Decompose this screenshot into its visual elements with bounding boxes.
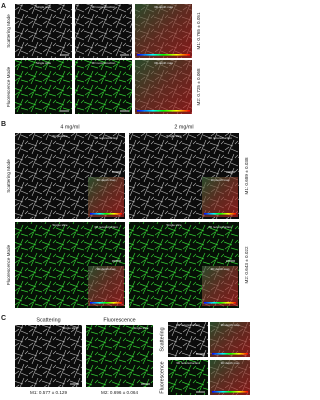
image-label: 3D depth map [97,178,116,182]
micrograph [75,60,132,114]
depth-overlay [135,4,192,58]
micrograph [88,135,124,175]
image-label: 3D reconstruction [208,225,232,229]
micrograph [15,60,72,114]
row-label: Fluorescence Mode [6,244,11,285]
micrograph [202,224,238,264]
column-header: 4 mg/ml [60,124,79,130]
row-label: Scattering [159,327,165,351]
image-label: 3D depth map [211,178,230,182]
panel-letter: A [1,3,6,10]
image-label: 3D reconstruction [92,61,116,65]
depth-overlay [135,60,192,114]
metric: M2: 0.643 ± 0.022 [244,246,249,283]
metric: M1: 0.689 ± 0.038 [244,157,249,194]
image-label: 3D reconstruction [92,5,116,9]
image-label: Single slice [52,134,68,138]
colorbar [212,353,248,355]
panel-letter: B [1,121,6,128]
micrograph [88,224,124,264]
metric: M2: 0.725 ± 0.068 [196,68,201,105]
image-label: Single slice [36,61,52,65]
image-label: 3D depth map [154,61,173,65]
image-label: 3D depth map [154,5,173,9]
colorbar [137,54,190,56]
metric: M1: 0.577 ± 0.129 [30,390,67,395]
image-label: 3D depth map [97,267,116,271]
image-label: 3D depth map [221,323,240,327]
colorbar [90,302,122,304]
row-label: Scattering Mode [6,159,11,193]
column-header: Fluorescence [103,317,135,323]
image-label: Single slice [62,326,78,330]
row-label: Fluorescence Mode [6,66,11,107]
row-label: Fluorescence [159,361,165,393]
micrograph [75,4,132,58]
image-label: 3D depth map [211,267,230,271]
micrograph [15,4,72,58]
image-label: 3D reconstruction [208,136,232,140]
image-label: Single slice [133,326,149,330]
metric: M1: 0.765 ± 0.051 [196,12,201,49]
depth-overlay [88,266,124,306]
micrograph [86,325,153,387]
depth-overlay [202,177,238,217]
depth-overlay [210,322,250,357]
micrograph [168,360,208,395]
row-label: Scattering Mode [6,14,11,48]
micrograph [202,135,238,175]
image-label: 3D reconstruction [176,361,200,365]
image-label: 3D depth map [221,361,240,365]
column-header: 2 mg/ml [174,124,193,130]
colorbar [204,213,236,215]
colorbar [90,213,122,215]
metric: M2: 0.696 ± 0.064 [101,390,138,395]
depth-overlay [88,177,124,217]
depth-overlay [210,360,250,395]
panel-letter: C [1,315,6,322]
colorbar [204,302,236,304]
image-label: Single slice [166,134,182,138]
image-label: 3D reconstruction [176,323,200,327]
image-label: Single slice [52,223,68,227]
image-label: Single slice [166,223,182,227]
column-header: Scattering [36,317,60,323]
image-label: Single slice [36,5,52,9]
depth-overlay [202,266,238,306]
colorbar [137,110,190,112]
micrograph [168,322,208,357]
micrograph [15,325,82,387]
image-label: 3D reconstruction [94,225,118,229]
colorbar [212,391,248,393]
image-label: 3D reconstruction [94,136,118,140]
